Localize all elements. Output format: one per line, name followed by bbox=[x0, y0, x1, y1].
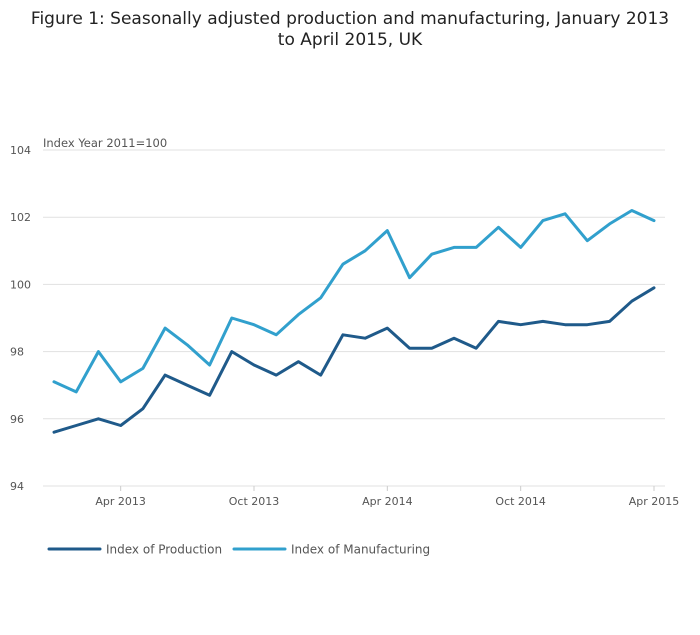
x-tick-label: Apr 2015 bbox=[629, 495, 680, 508]
y-tick-label-94: 94 bbox=[10, 480, 24, 493]
x-tick-label: Apr 2014 bbox=[362, 495, 413, 508]
legend-label: Index of Production bbox=[106, 543, 222, 557]
x-tick-label: Oct 2014 bbox=[495, 495, 546, 508]
legend-label: Index of Manufacturing bbox=[291, 543, 430, 557]
y-tick-label-96: 96 bbox=[10, 413, 24, 426]
legend[interactable]: Index of Production Index of Manufacturin… bbox=[47, 543, 430, 557]
x-tick-label: Apr 2013 bbox=[95, 495, 146, 508]
x-tick-label: Oct 2013 bbox=[229, 495, 280, 508]
chart-title-line1: Figure 1: Seasonally adjusted production… bbox=[31, 9, 669, 29]
x-ticks: Apr 2013 Oct 2013 Apr 2014 Oct 2014 Apr 2015 bbox=[95, 486, 679, 508]
series-line-index-of-manufacturing bbox=[52, 209, 656, 394]
y-axis-label: Index Year 2011=100 bbox=[43, 136, 167, 150]
y-tick-label-102: 102 bbox=[10, 211, 31, 224]
y-tick-labels: 94 96 98 100 102 104 bbox=[10, 144, 31, 493]
chart-title-line2: to April 2015, UK bbox=[278, 30, 423, 50]
series-line-index-of-production bbox=[52, 286, 656, 434]
gridlines bbox=[43, 149, 665, 487]
y-tick-label-100: 100 bbox=[10, 278, 31, 291]
y-tick-label-104: 104 bbox=[10, 144, 31, 157]
series-lines bbox=[52, 209, 656, 434]
y-tick-label-98: 98 bbox=[10, 346, 24, 359]
